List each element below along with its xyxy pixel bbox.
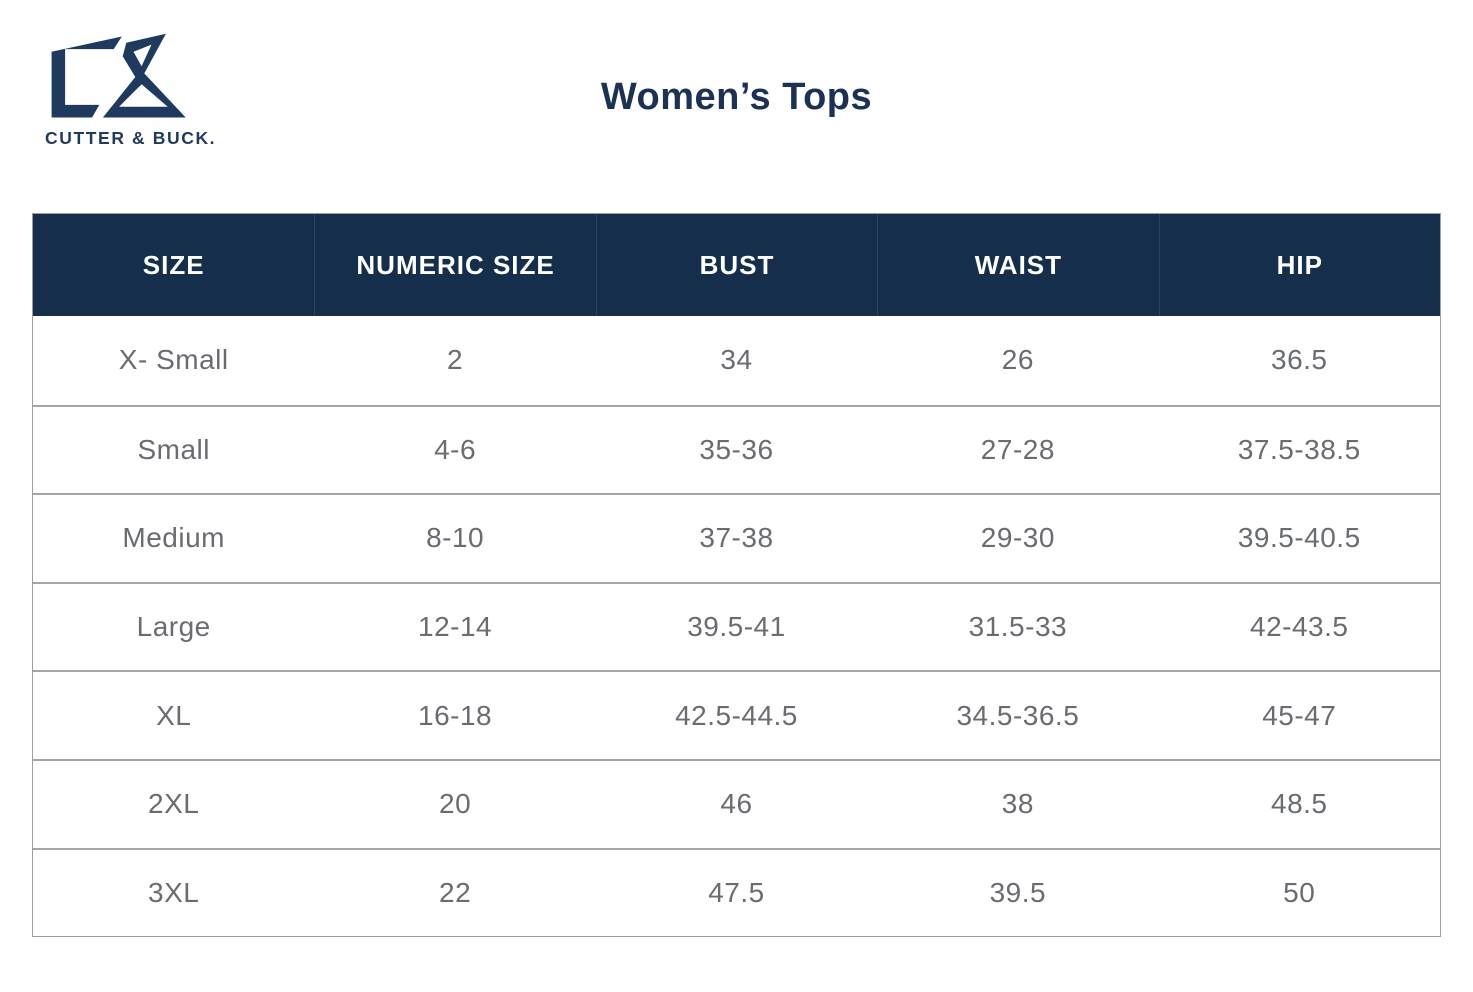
cell-waist: 38 <box>1001 788 1034 820</box>
cell-bust: 37-38 <box>699 522 774 554</box>
table-header-row: SIZE NUMERIC SIZE BUST WAIST HIP <box>33 214 1440 316</box>
logo-wordmark: CUTTER & BUCK. <box>45 128 217 148</box>
cell-hip: 42-43.5 <box>1250 611 1349 643</box>
column-header-bust: BUST <box>595 214 877 316</box>
cell-hip: 37.5-38.5 <box>1237 433 1361 465</box>
table-row: Large 12-14 39.5-41 31.5-33 42-43.5 <box>33 581 1440 671</box>
cell-waist: 31.5-33 <box>968 611 1068 643</box>
table-row: XL 16-18 42.5-44.5 34.5-36.5 45-47 <box>33 670 1440 759</box>
cell-size: Large <box>136 611 211 643</box>
column-header-numeric-size: NUMERIC SIZE <box>314 214 595 316</box>
cell-waist: 39.5 <box>989 876 1047 908</box>
cutter-buck-logo: CUTTER & BUCK. <box>45 32 215 149</box>
table-row: 2XL 20 46 38 48.5 <box>33 758 1440 848</box>
cell-bust: 47.5 <box>708 876 765 908</box>
cell-bust: 39.5-41 <box>687 611 786 643</box>
cell-bust: 35-36 <box>699 433 774 465</box>
cell-hip: 48.5 <box>1271 788 1328 820</box>
cell-bust: 42.5-44.5 <box>675 699 798 731</box>
cell-bust: 46 <box>720 788 753 820</box>
cell-numeric-size: 22 <box>439 876 472 908</box>
cell-numeric-size: 2 <box>447 344 464 376</box>
table-row: 3XL 22 47.5 39.5 50 <box>33 847 1440 937</box>
cell-size: X- Small <box>118 344 229 376</box>
cell-hip: 50 <box>1283 876 1316 908</box>
cell-numeric-size: 12-14 <box>418 611 493 643</box>
size-chart-table: SIZE NUMERIC SIZE BUST WAIST HIP X- Smal… <box>32 213 1441 938</box>
column-header-size: SIZE <box>142 249 205 280</box>
cell-size: XL <box>156 699 192 731</box>
cell-size: 2XL <box>148 788 200 820</box>
cell-numeric-size: 16-18 <box>418 699 493 731</box>
cb-monogram-icon <box>51 33 186 118</box>
column-header-waist: WAIST <box>877 214 1158 316</box>
table-row: Small 4-6 35-36 27-28 37.5-38.5 <box>33 404 1440 494</box>
cell-waist: 34.5-36.5 <box>956 699 1080 731</box>
table-row: X- Small 2 34 26 36.5 <box>33 316 1440 405</box>
cell-hip: 39.5-40.5 <box>1237 522 1361 554</box>
cell-hip: 45-47 <box>1262 699 1337 731</box>
table-row: Medium 8-10 37-38 29-30 39.5-40.5 <box>33 493 1440 582</box>
cell-size: Small <box>137 433 210 465</box>
cell-numeric-size: 4-6 <box>434 433 477 465</box>
page-title: Women’s Tops <box>600 76 873 118</box>
cell-waist: 29-30 <box>980 522 1055 554</box>
cell-hip: 36.5 <box>1271 344 1328 376</box>
cell-waist: 27-28 <box>980 433 1055 465</box>
column-header-hip: HIP <box>1158 214 1440 316</box>
cell-numeric-size: 20 <box>439 788 472 820</box>
cell-numeric-size: 8-10 <box>426 522 485 554</box>
cell-bust: 34 <box>720 344 753 376</box>
cell-size: 3XL <box>148 876 200 908</box>
cell-waist: 26 <box>1001 344 1034 376</box>
cell-size: Medium <box>122 522 225 554</box>
